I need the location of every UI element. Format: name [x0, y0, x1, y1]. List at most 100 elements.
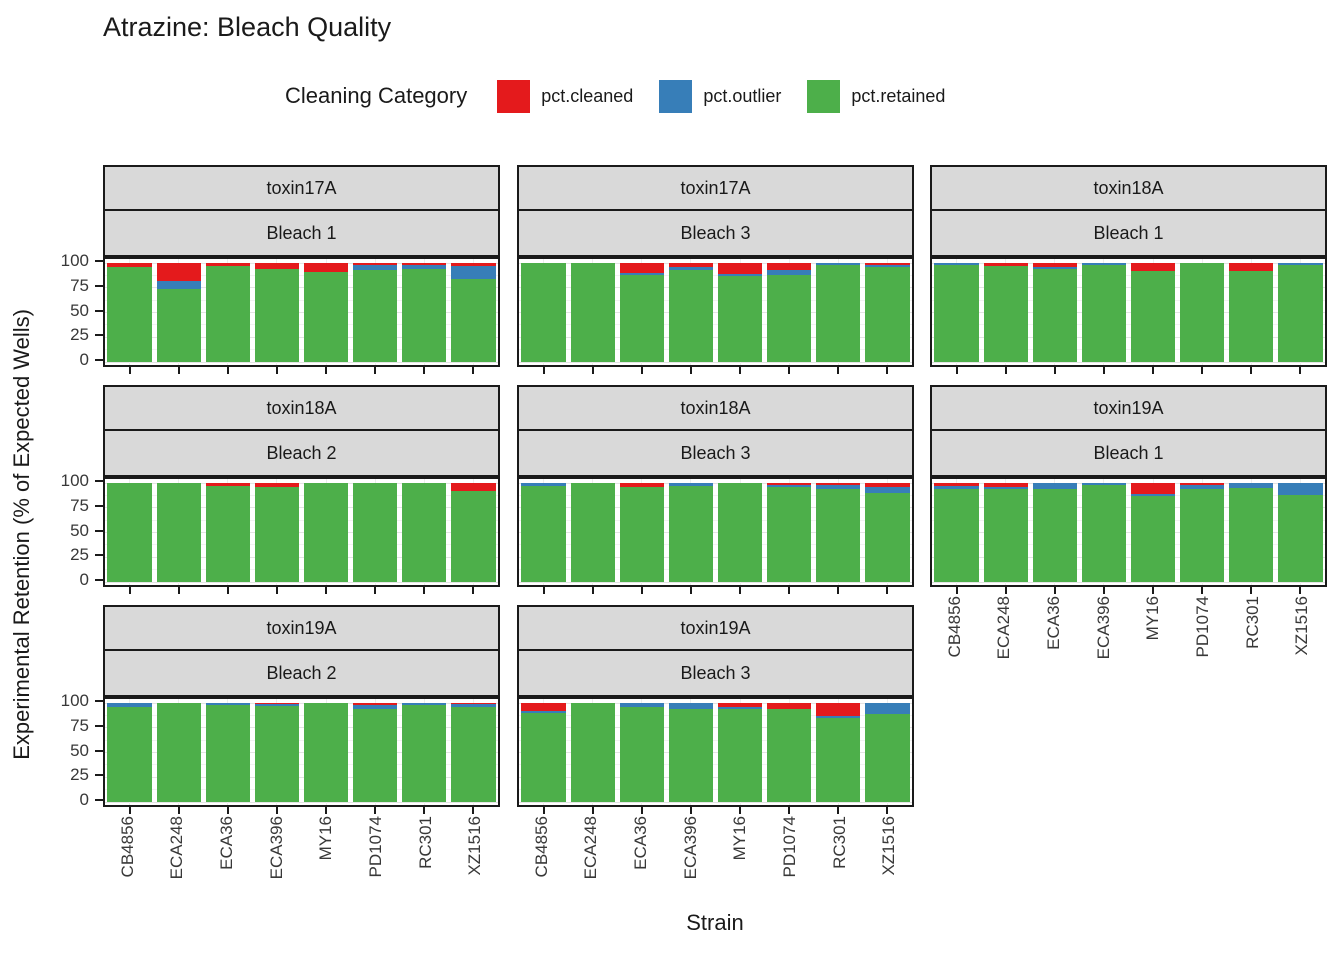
x-category-slot: PD1074 — [351, 816, 401, 912]
bar-ECA396 — [1081, 483, 1127, 582]
x-tick — [226, 367, 229, 374]
y-tick — [95, 554, 103, 557]
facet-strip-bleach: Bleach 1 — [103, 209, 500, 257]
minor-gridline — [519, 494, 912, 496]
bar-segment-cleaned — [107, 263, 152, 267]
major-gridline — [105, 556, 498, 558]
x-category-slot: RC301 — [401, 816, 451, 912]
x-category-label: MY16 — [316, 816, 336, 861]
bar-segment-retained — [451, 490, 496, 582]
bar-segment-outlier — [451, 704, 496, 707]
major-gridline — [105, 482, 498, 484]
bar-PD1074 — [353, 703, 398, 802]
bar-segment-retained — [865, 266, 910, 362]
x-tick — [423, 367, 426, 374]
facet-strip-toxin: toxin19A — [103, 605, 500, 651]
x-category-label: PD1074 — [779, 816, 799, 878]
x-category-label: RC301 — [415, 816, 435, 869]
minor-gridline — [105, 764, 498, 766]
bar-ECA396 — [668, 263, 714, 362]
y-tick-label: 0 — [79, 350, 89, 369]
bar-segment-outlier — [521, 483, 566, 486]
facet-strip-bleach: Bleach 1 — [930, 209, 1327, 257]
major-gridline — [519, 776, 912, 778]
plot-area — [103, 257, 500, 367]
bar-segment-retained — [1229, 487, 1274, 582]
bar-segment-retained — [353, 483, 398, 582]
x-tick — [423, 807, 426, 814]
legend-label-retained: pct.retained — [851, 85, 946, 106]
y-tick-label: 75 — [70, 715, 89, 735]
minor-gridline — [932, 324, 1325, 326]
bar-segment-outlier — [865, 486, 910, 493]
x-tick — [542, 807, 545, 814]
bar-segment-retained — [107, 483, 152, 582]
major-gridline — [932, 336, 1325, 338]
bar-segment-retained — [107, 706, 152, 802]
x-tick — [640, 367, 643, 374]
bar-ECA36 — [205, 263, 250, 362]
bar-segment-retained — [451, 706, 496, 802]
x-tick — [886, 587, 889, 594]
major-gridline — [519, 702, 912, 704]
bar-segment-retained — [717, 483, 763, 582]
y-tick — [95, 774, 103, 777]
bar-segment-retained — [983, 265, 1028, 362]
bar-segment-cleaned — [1229, 263, 1274, 271]
bar-ECA36 — [619, 483, 664, 582]
x-tick — [689, 367, 692, 374]
minor-gridline — [519, 739, 912, 741]
bar-segment-retained — [451, 278, 496, 362]
bar-ECA248 — [156, 483, 201, 582]
x-category-label: ECA36 — [217, 816, 237, 870]
bar-segment-retained — [983, 488, 1028, 582]
facet-panel: toxin18A Bleach 1 — [930, 165, 1327, 475]
legend-item-retained: pct.retained — [807, 79, 946, 113]
legend-label-outlier: pct.outlier — [703, 85, 782, 106]
bar-MY16 — [717, 263, 763, 362]
bar-segment-retained — [205, 704, 250, 802]
major-gridline — [932, 287, 1325, 289]
y-tick — [95, 504, 103, 507]
bar-segment-retained — [353, 269, 398, 362]
bar-segment-retained — [865, 713, 910, 802]
y-tick — [95, 359, 103, 361]
y-axis-title: Experimental Retention (% of Expected We… — [9, 308, 34, 760]
bar-segment-retained — [934, 488, 979, 582]
plot-area — [103, 697, 500, 807]
x-axis-labels: CB4856 ECA248 ECA36 ECA396 MY16 PD1074 RC301 XZ… — [930, 596, 1327, 692]
bar-segment-retained — [402, 483, 447, 582]
bar-segment-cleaned — [1130, 483, 1176, 494]
major-gridline — [519, 507, 912, 509]
x-tick — [1201, 367, 1204, 374]
bar-ECA248 — [983, 263, 1028, 362]
bar-segment-outlier — [717, 273, 763, 276]
bar-segment-cleaned — [451, 483, 496, 491]
bar-segment-retained — [1180, 488, 1225, 582]
major-gridline — [932, 262, 1325, 264]
bar-ECA396 — [254, 703, 300, 802]
bar-PD1074 — [767, 483, 812, 582]
bar-segment-outlier — [353, 705, 398, 709]
bar-ECA36 — [205, 703, 250, 802]
bar-MY16 — [717, 483, 763, 582]
bar-XZ1516 — [451, 263, 496, 362]
major-gridline — [519, 727, 912, 729]
minor-gridline — [932, 569, 1325, 571]
bar-CB4856 — [521, 483, 566, 582]
facet-strip-bleach: Bleach 2 — [103, 649, 500, 697]
y-tick-label: 25 — [70, 545, 89, 565]
bar-XZ1516 — [1278, 483, 1323, 582]
bar-RC301 — [1229, 263, 1274, 362]
facet-strip-toxin: toxin18A — [930, 165, 1327, 211]
x-category-slot: RC301 — [815, 816, 865, 912]
x-axis-labels: CB4856 ECA248 ECA36 ECA396 MY16 PD1074 RC301 XZ… — [103, 816, 500, 912]
x-category-slot: ECA248 — [153, 816, 203, 912]
x-category-slot: PD1074 — [765, 816, 815, 912]
bar-segment-retained — [717, 708, 763, 802]
legend-swatch-outlier — [659, 79, 693, 113]
bar-segment-outlier — [865, 703, 910, 714]
minor-gridline — [105, 569, 498, 571]
x-tick — [1201, 587, 1204, 594]
